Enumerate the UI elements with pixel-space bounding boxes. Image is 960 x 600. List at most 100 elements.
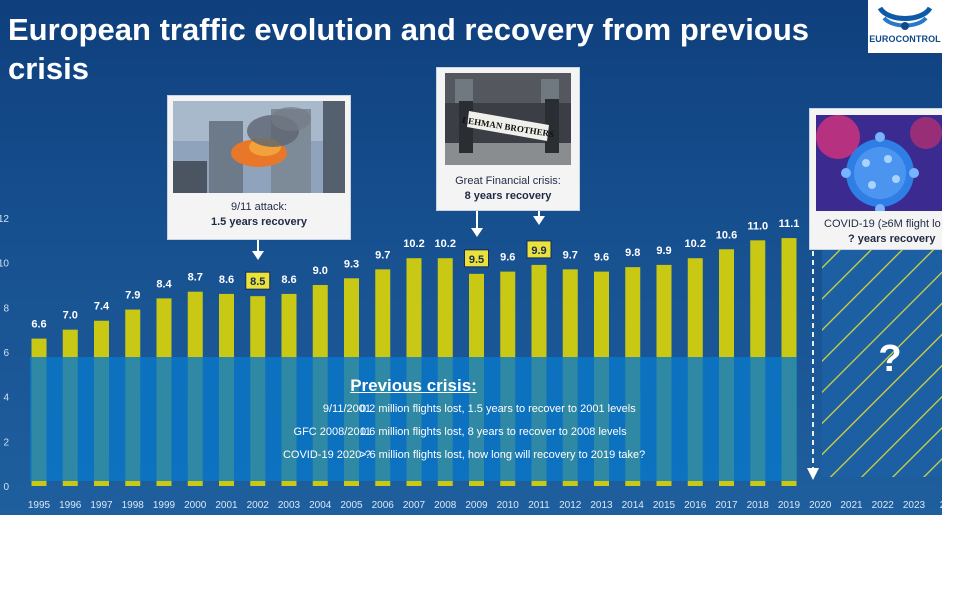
- x-tick-label: 2015: [653, 500, 676, 511]
- x-tick-label: 20: [940, 500, 942, 511]
- value-label: 9.9: [656, 245, 671, 257]
- y-tick-label: 2: [3, 437, 9, 448]
- logo-text: EUROCONTROL: [869, 34, 941, 44]
- crisis-row-value: 0.6 million flights lost, 8 years to rec…: [360, 426, 627, 438]
- gfc-callout-line2: 8 years recovery: [464, 190, 552, 202]
- value-label: 10.6: [716, 229, 737, 241]
- value-label: 11.1: [779, 218, 800, 230]
- x-tick-label: 1999: [153, 500, 176, 511]
- value-label: 9.6: [594, 252, 609, 264]
- sept11-arrow-head: [252, 251, 264, 260]
- value-label: 9.8: [625, 247, 640, 259]
- x-tick-label: 2011: [528, 500, 550, 511]
- x-tick-label: 1996: [59, 500, 82, 511]
- covid-question-mark: ?: [878, 338, 902, 380]
- crisis-row-key: GFC 2008/2011: [293, 426, 371, 438]
- covid-arrow-head: [807, 468, 819, 480]
- crisis-row-key: COVID-19 2020-?: [282, 449, 371, 461]
- value-label: 7.4: [94, 301, 110, 313]
- x-tick-label: 2004: [309, 500, 332, 511]
- value-label: 11.0: [747, 220, 768, 232]
- value-label: 10.2: [685, 238, 706, 250]
- logo-mark-icon: [877, 6, 933, 30]
- value-label: 8.6: [281, 274, 296, 286]
- value-label-highlight: [245, 271, 271, 290]
- crisis-row-value: 0.2 million flights lost, 1.5 years to r…: [360, 403, 636, 415]
- eurocontrol-logo: EUROCONTROL: [868, 0, 942, 53]
- value-label: 9.7: [375, 249, 390, 261]
- value-label: 8.6: [219, 274, 234, 286]
- x-tick-label: 2014: [622, 500, 645, 511]
- value-label-highlight: [526, 240, 552, 259]
- twin-towers-image: [173, 101, 345, 193]
- x-tick-label: 2010: [497, 500, 520, 511]
- covid-callout: COVID-19 (≥6M flight lo ? years recovery: [809, 108, 942, 250]
- x-tick-label: 2021: [840, 500, 863, 511]
- slide: 0 2 4 6 8 10 12 6.6 7.0 7.4 7.9 8.4 8.7 8.6 8.5 8.6 9.0…: [0, 0, 942, 515]
- value-label: 9.6: [500, 252, 515, 264]
- y-tick-label: 12: [0, 214, 9, 225]
- x-axis: 1995 1996 1997 1998 1999 2000 2001 2002 2003 2004…: [28, 500, 942, 511]
- value-label: 8.5: [250, 276, 265, 288]
- x-tick-label: 2019: [778, 500, 801, 511]
- value-label: 10.2: [403, 238, 424, 250]
- sept11-photo: [173, 101, 345, 193]
- y-tick-label: 10: [0, 259, 9, 270]
- x-tick-label: 1998: [122, 500, 145, 511]
- page-title: European traffic evolution and recovery …: [8, 12, 810, 86]
- x-tick-label: 2002: [247, 500, 270, 511]
- value-label: 6.6: [31, 319, 46, 331]
- value-label: 8.4: [156, 278, 172, 290]
- covid-callout-line2: ? years recovery: [848, 233, 936, 245]
- value-label: 8.7: [188, 272, 203, 284]
- gfc-photo: LEHMAN BROTHERS: [445, 73, 571, 165]
- x-tick-label: 2006: [372, 500, 395, 511]
- y-tick-label: 8: [3, 303, 9, 314]
- value-label: 9.3: [344, 258, 359, 270]
- x-tick-label: 2018: [747, 500, 770, 511]
- x-tick-label: 2009: [465, 500, 488, 511]
- lehman-brothers-image: LEHMAN BROTHERS: [445, 73, 571, 165]
- x-tick-label: 2017: [715, 500, 738, 511]
- previous-crisis-heading: Previous crisis:: [350, 376, 477, 395]
- y-tick-label: 4: [3, 393, 9, 404]
- y-axis: 0 2 4 6 8 10 12: [0, 214, 9, 493]
- x-tick-label: 2013: [590, 500, 613, 511]
- y-tick-label: 0: [3, 482, 9, 493]
- y-tick-label: 6: [3, 348, 9, 359]
- sept11-callout-line2: 1.5 years recovery: [210, 216, 308, 228]
- x-tick-label: 2000: [184, 500, 207, 511]
- gfc-callout: LEHMAN BROTHERS Great Financial crisis: …: [436, 67, 580, 211]
- covid-photo: [816, 115, 942, 211]
- x-tick-label: 2020: [809, 500, 832, 511]
- value-label: 9.5: [469, 254, 484, 266]
- sept11-callout-line1: 9/11 attack:: [230, 201, 288, 213]
- crisis-row-key: 9/11/2001: [322, 403, 371, 415]
- x-tick-label: 1995: [28, 500, 51, 511]
- x-tick-label: 2003: [278, 500, 301, 511]
- gfc-end-arrow-head: [533, 216, 545, 225]
- gfc-start-arrow-head: [471, 228, 483, 237]
- sept11-callout: 9/11 attack: 1.5 years recovery: [167, 95, 351, 240]
- value-label: 9.7: [563, 249, 578, 261]
- value-label-highlight: [464, 249, 489, 268]
- x-tick-label: 2012: [559, 500, 582, 511]
- x-tick-label: 2008: [434, 500, 457, 511]
- crisis-row-value: > 6 million flights lost, how long will …: [360, 449, 646, 461]
- value-label: 9.0: [313, 265, 328, 277]
- value-label: 7.0: [63, 310, 78, 322]
- x-tick-label: 2022: [872, 500, 895, 511]
- gfc-callout-line1: Great Financial crisis:: [455, 175, 561, 187]
- value-label: 10.2: [435, 238, 456, 250]
- value-label: 9.9: [531, 245, 546, 257]
- x-tick-label: 2016: [684, 500, 707, 511]
- x-tick-label: 2001: [215, 500, 238, 511]
- x-tick-label: 1997: [90, 500, 113, 511]
- x-tick-label: 2005: [340, 500, 363, 511]
- covid-unknown-area: [822, 248, 942, 477]
- coronavirus-image: [816, 115, 942, 211]
- previous-crisis-box: Previous crisis: 9/11/2001 0.2 million f…: [30, 357, 797, 481]
- x-tick-label: 2023: [903, 500, 926, 511]
- x-tick-label: 2007: [403, 500, 426, 511]
- value-label: 7.9: [125, 290, 140, 302]
